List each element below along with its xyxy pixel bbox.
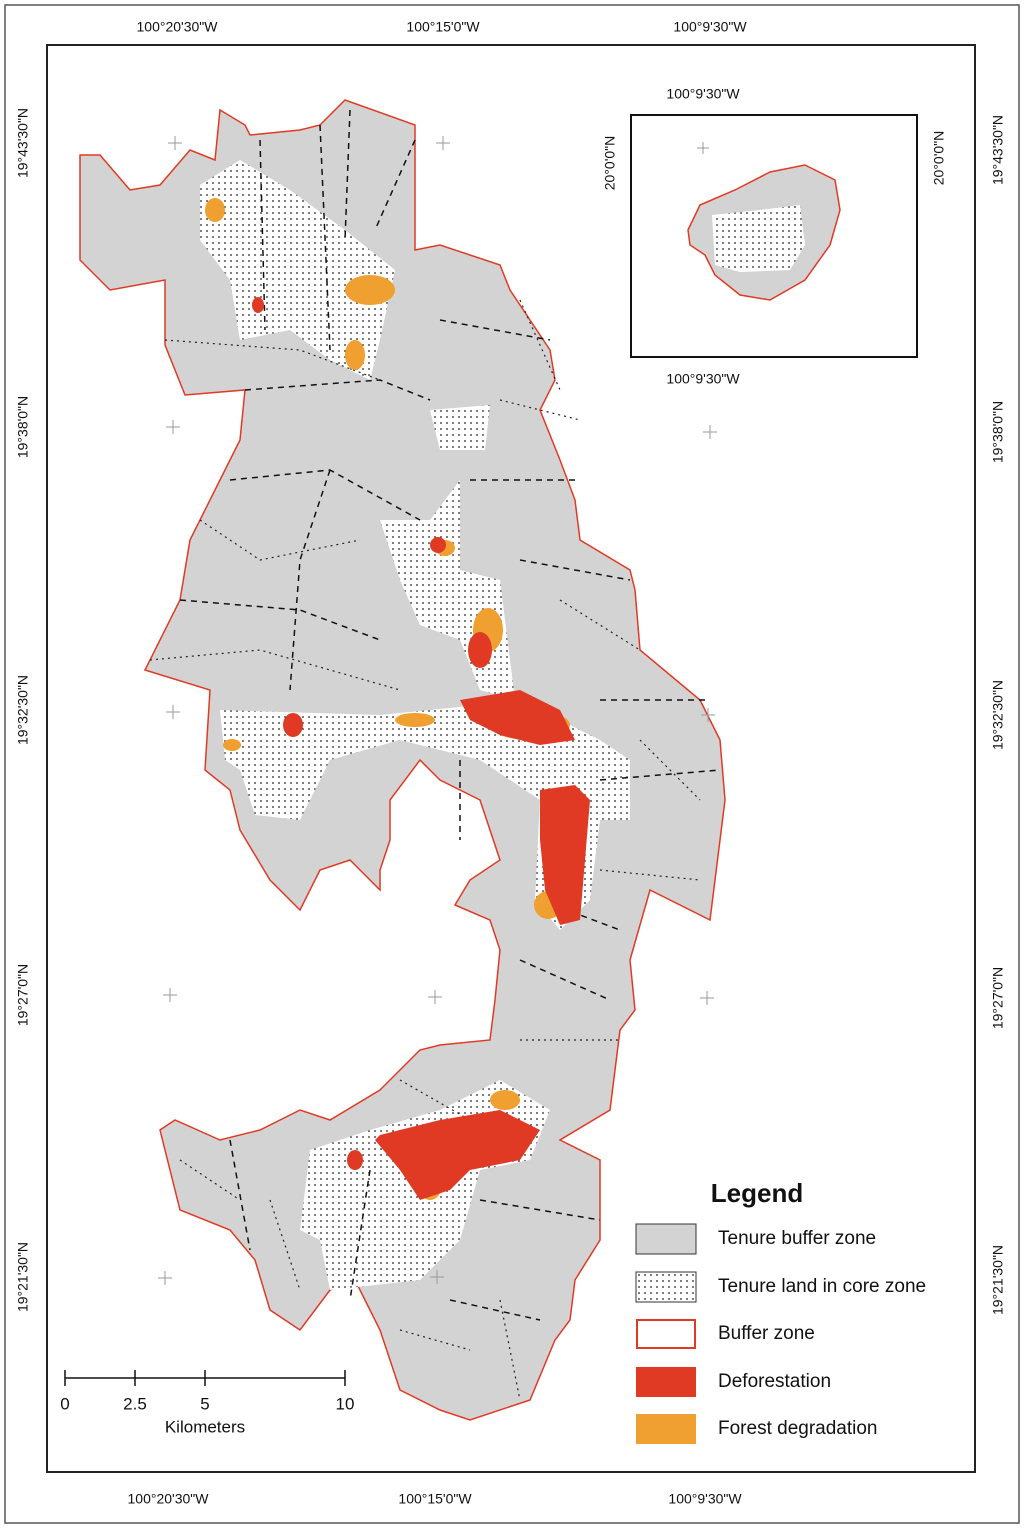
- longitude-label: 100°15'0"W: [398, 1491, 472, 1507]
- latitude-label: 19°38'0"N: [15, 396, 31, 458]
- inset-label: 20°0'0"N: [931, 131, 947, 186]
- latitude-label: 19°43'30"N: [15, 108, 31, 178]
- legend-label: Tenure land in core zone: [718, 1276, 926, 1297]
- scale-bar-label: 10: [336, 1394, 355, 1413]
- map-body: [79, 99, 726, 1421]
- graticule-crosses: [158, 136, 717, 1285]
- inset-map: [630, 114, 918, 358]
- legend-label: Tenure buffer zone: [718, 1228, 876, 1249]
- latitude-label: 19°21'30"N: [15, 1242, 31, 1312]
- latitude-label: 19°32'30"N: [990, 680, 1006, 750]
- scale-bar-label: 5: [200, 1394, 209, 1413]
- legend-label: Forest degradation: [718, 1418, 878, 1439]
- legend: [635, 1223, 697, 1444]
- legend-label: Deforestation: [718, 1371, 831, 1392]
- latitude-label: 19°27'0"N: [15, 964, 31, 1026]
- buffer-zone: [79, 99, 726, 1421]
- longitude-label: 100°9'30"W: [673, 19, 747, 35]
- latitude-label: 19°21'30"N: [990, 1245, 1006, 1315]
- legend-title: Legend: [711, 1178, 803, 1208]
- longitude-label: 100°9'30"W: [668, 1491, 742, 1507]
- deforestation: [252, 297, 590, 1200]
- longitude-label: 100°20'30"W: [128, 1491, 210, 1507]
- parcel-lines: [149, 299, 701, 1401]
- latitude-label: 19°32'30"N: [15, 675, 31, 745]
- inset-label: 100°9'30"W: [666, 371, 740, 387]
- scale-bar-label: 0: [60, 1394, 69, 1413]
- latitude-label: 19°27'0"N: [990, 967, 1006, 1029]
- legend-label: Buffer zone: [718, 1323, 815, 1344]
- longitude-label: 100°15'0"W: [406, 19, 480, 35]
- scale-bar-label: 2.5: [123, 1394, 147, 1413]
- latitude-label: 19°38'0"N: [990, 401, 1006, 463]
- inset-label: 100°9'30"W: [666, 86, 740, 102]
- latitude-label: 19°43'30"N: [990, 115, 1006, 185]
- longitude-label: 100°20'30"W: [137, 19, 219, 35]
- scale-bar-unit: Kilometers: [165, 1417, 245, 1436]
- inset-label: 20°0'0"N: [602, 136, 618, 191]
- tenure-boundaries: [179, 109, 721, 1321]
